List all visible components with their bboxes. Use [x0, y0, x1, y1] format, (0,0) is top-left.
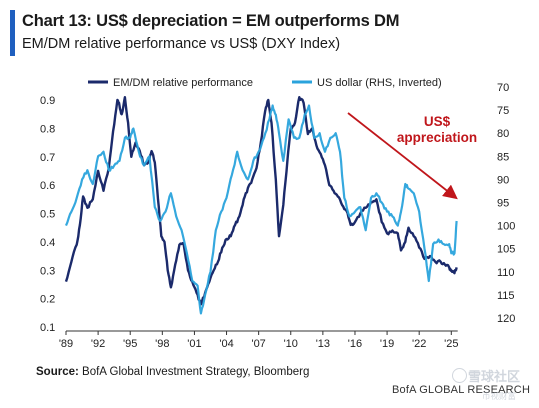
watermark-logo-icon [452, 368, 467, 383]
x-tick-label-0: '89 [59, 338, 73, 350]
annotation: US$appreciation [347, 112, 477, 200]
legend: EM/DM relative performance US dollar (RHS… [88, 77, 442, 89]
chart-title: Chart 13: US$ depreciation = EM outperfo… [22, 12, 400, 30]
x-tick-label-1: '92 [91, 338, 105, 350]
x-tick-label-6: '07 [251, 338, 265, 350]
right-tick-label-1: 75 [497, 105, 509, 117]
left-axis: 0.1 0.2 0.3 0.4 0.5 0.6 0.7 0.8 0.9 [40, 95, 55, 334]
left-tick-label-3: 0.4 [40, 237, 55, 249]
x-tick-label-12: '25 [444, 338, 458, 350]
chart-subtitle: EM/DM relative performance vs US$ (DXY I… [22, 36, 341, 52]
annotation-line1: US$ [424, 114, 451, 129]
right-tick-label-4: 90 [497, 174, 509, 186]
left-tick-label-5: 0.6 [40, 180, 55, 192]
source-label: Source: [36, 366, 79, 378]
left-tick-label-8: 0.9 [40, 95, 55, 107]
right-tick-label-6: 100 [497, 221, 515, 233]
series-line-em-dm [64, 96, 458, 306]
left-tick-label-6: 0.7 [40, 152, 55, 164]
series-layer [64, 96, 458, 315]
x-tick-label-5: '04 [219, 338, 233, 350]
left-tick-label-0: 0.1 [40, 322, 55, 334]
right-tick-label-10: 120 [497, 313, 515, 325]
left-tick-label-4: 0.5 [40, 209, 55, 221]
legend-label-1: US dollar (RHS, Inverted) [317, 77, 442, 89]
right-tick-label-3: 85 [497, 151, 509, 163]
right-tick-label-0: 70 [497, 82, 509, 94]
series-line-usd [64, 104, 458, 315]
x-tick-label-10: '19 [380, 338, 394, 350]
watermark: 雪球社区 币视财富 [452, 366, 534, 406]
x-axis: '89 '92 '95 '98 '01 '04 '07 '10 '13 '16 '19 '22 '25 [59, 330, 458, 350]
source-text: BofA Global Investment Strategy, Bloombe… [78, 366, 310, 378]
brand-footer: BofA GLOBAL RESEARCH [392, 384, 530, 396]
right-tick-label-2: 80 [497, 128, 509, 140]
annotation-arrow [347, 112, 458, 200]
x-tick-label-8: '13 [316, 338, 330, 350]
left-tick-label-7: 0.8 [40, 123, 55, 135]
right-axis: 70 75 80 85 90 95 100 105 110 115 120 [497, 82, 515, 325]
right-tick-label-7: 105 [497, 244, 515, 256]
source-note: Source: BofA Global Investment Strategy,… [36, 366, 309, 378]
brand-name: BofA GLOBAL RESEARCH [392, 384, 531, 396]
x-tick-label-9: '16 [348, 338, 362, 350]
right-tick-label-9: 115 [497, 290, 515, 302]
left-tick-label-2: 0.3 [40, 265, 55, 277]
right-tick-label-8: 110 [497, 267, 515, 279]
x-tick-label-4: '01 [187, 338, 201, 350]
x-tick-label-7: '10 [284, 338, 298, 350]
x-tick-label-3: '98 [155, 338, 169, 350]
right-tick-label-5: 95 [497, 198, 509, 210]
annotation-line2: appreciation [397, 130, 477, 145]
watermark-line1: 雪球社区 [468, 369, 521, 384]
left-tick-label-1: 0.2 [40, 294, 55, 306]
watermark-line2: 币视财富 [482, 391, 517, 401]
title-accent-bar [10, 10, 15, 56]
x-tick-label-2: '95 [123, 338, 137, 350]
x-tick-label-11: '22 [412, 338, 426, 350]
legend-label-0: EM/DM relative performance [113, 77, 253, 89]
